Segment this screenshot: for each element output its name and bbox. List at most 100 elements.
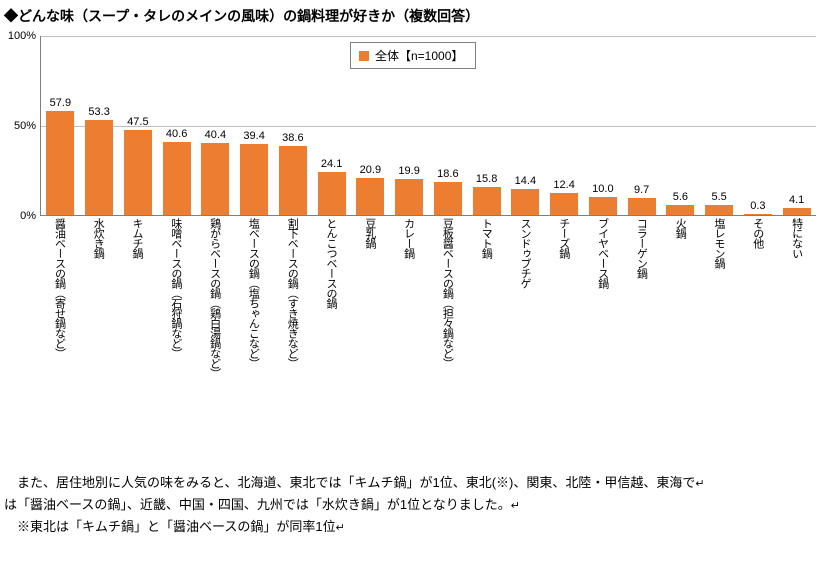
x-label-slot: 火鍋	[661, 218, 700, 378]
legend: 全体【n=1000】	[350, 42, 476, 69]
bar: 15.8	[473, 187, 501, 215]
bar: 5.5	[705, 205, 733, 215]
bar-value-label: 18.6	[437, 168, 458, 182]
bar-value-label: 10.0	[592, 183, 613, 197]
x-label-slot: 味噌ベースの鍋（石狩鍋など）	[156, 218, 195, 378]
bar: 20.9	[356, 178, 384, 215]
bar-slot: 10.0	[584, 36, 623, 215]
y-label-0: 0%	[4, 210, 36, 222]
x-label-slot: チーズ鍋	[544, 218, 583, 378]
bar-value-label: 40.6	[166, 128, 187, 142]
bar-value-label: 39.4	[243, 130, 264, 144]
x-label-slot: 塩ベースの鍋（塩ちゃんこなど）	[234, 218, 273, 378]
bar-value-label: 47.5	[127, 116, 148, 130]
x-label: チーズ鍋	[558, 218, 570, 378]
x-label: 鶏がらベースの鍋（鶏白湯鍋など）	[209, 218, 221, 378]
legend-swatch	[359, 51, 369, 61]
x-label-slot: 割下ベースの鍋（すき焼きなど）	[273, 218, 312, 378]
bar-slot: 5.5	[700, 36, 739, 215]
bar-value-label: 0.3	[750, 200, 765, 214]
bar-value-label: 20.9	[360, 164, 381, 178]
x-label: ブイヤベース鍋	[597, 218, 609, 378]
x-label-slot: その他	[738, 218, 777, 378]
y-label-50: 50%	[4, 120, 36, 132]
bar: 40.4	[201, 143, 229, 215]
bar-value-label: 9.7	[634, 184, 649, 198]
bar-slot: 14.4	[506, 36, 545, 215]
body-line-1: また、居住地別に人気の味をみると、北海道、東北では「キムチ鍋」が1位、東北(※)…	[4, 472, 820, 494]
bar: 0.3	[744, 214, 772, 215]
chart-area: 100% 50% 0% 57.9 53.3 47.5 40.6 40.4 39.4 38.6…	[4, 28, 824, 413]
x-label: その他	[752, 218, 764, 378]
bar-slot: 40.4	[196, 36, 235, 215]
x-label: 特にない	[790, 218, 802, 378]
bar: 12.4	[550, 193, 578, 215]
y-label-100: 100%	[4, 30, 36, 42]
bar-value-label: 19.9	[398, 165, 419, 179]
x-label-slot: ブイヤベース鍋	[583, 218, 622, 378]
bar: 19.9	[395, 179, 423, 215]
chart-title: ◆どんな味（スープ・タレのメインの風味）の鍋料理が好きか（複数回答）	[0, 0, 826, 28]
bar-slot: 4.1	[777, 36, 816, 215]
bar-slot: 12.4	[545, 36, 584, 215]
bar-value-label: 57.9	[50, 97, 71, 111]
bar-slot: 40.6	[157, 36, 196, 215]
bar: 10.0	[589, 197, 617, 215]
x-label: コラーゲン鍋	[635, 218, 647, 378]
x-label: トマト鍋	[480, 218, 492, 378]
bar-value-label: 5.5	[711, 191, 726, 205]
bar-value-label: 12.4	[553, 179, 574, 193]
bar-slot: 38.6	[274, 36, 313, 215]
x-label: 味噌ベースの鍋（石狩鍋など）	[170, 218, 182, 378]
bar: 4.1	[783, 208, 811, 215]
x-labels-container: 醤油ベースの鍋（寄せ鍋など）水炊き鍋 キムチ鍋 味噌ベースの鍋（石狩鍋など） 鶏がらベ…	[40, 218, 816, 378]
bar: 9.7	[628, 198, 656, 215]
x-label-slot: カレー鍋	[389, 218, 428, 378]
bar: 39.4	[240, 144, 268, 215]
x-label-slot: 水炊き鍋	[79, 218, 118, 378]
x-label: とんこつベースの鍋	[325, 218, 337, 378]
bar-slot: 24.1	[312, 36, 351, 215]
x-label: 塩レモン鍋	[713, 218, 725, 378]
bar-value-label: 38.6	[282, 132, 303, 146]
x-label-slot: とんこつベースの鍋	[312, 218, 351, 378]
x-label-slot: 特にない	[777, 218, 816, 378]
x-label: 豆乳鍋	[364, 218, 376, 378]
body-text: また、居住地別に人気の味をみると、北海道、東北では「キムチ鍋」が1位、東北(※)…	[4, 472, 820, 538]
body-line-3: ※東北は「キムチ鍋」と「醤油ベースの鍋」が同率1位↵	[4, 516, 820, 538]
bar-slot: 9.7	[622, 36, 661, 215]
x-label-slot: 塩レモン鍋	[700, 218, 739, 378]
x-label-slot: 豆乳鍋	[350, 218, 389, 378]
bar: 53.3	[85, 120, 113, 215]
bar: 18.6	[434, 182, 462, 215]
x-label: 豆板醤ベースの鍋（担々鍋など）	[441, 218, 453, 378]
bar-slot: 39.4	[235, 36, 274, 215]
body-line-2: は「醤油ベースの鍋」、近畿、中国・四国、九州では「水炊き鍋」が1位となりました。…	[4, 494, 820, 516]
bar: 47.5	[124, 130, 152, 215]
bar-value-label: 40.4	[205, 129, 226, 143]
x-label-slot: キムチ鍋	[118, 218, 157, 378]
x-label: 割下ベースの鍋（すき焼きなど）	[286, 218, 298, 378]
x-label-slot: コラーゲン鍋	[622, 218, 661, 378]
bar-value-label: 4.1	[789, 194, 804, 208]
x-label-slot: 醤油ベースの鍋（寄せ鍋など）	[40, 218, 79, 378]
bar-value-label: 14.4	[515, 175, 536, 189]
bar-slot: 57.9	[41, 36, 80, 215]
x-label-slot: 鶏がらベースの鍋（鶏白湯鍋など）	[195, 218, 234, 378]
legend-label: 全体【n=1000】	[375, 47, 463, 64]
bar-value-label: 24.1	[321, 158, 342, 172]
bar: 14.4	[511, 189, 539, 215]
bar-value-label: 5.6	[673, 191, 688, 205]
x-label: スンドゥブチゲ	[519, 218, 531, 378]
x-label: キムチ鍋	[131, 218, 143, 378]
bar: 57.9	[46, 111, 74, 215]
bar: 38.6	[279, 146, 307, 215]
x-label: 塩ベースの鍋（塩ちゃんこなど）	[247, 218, 259, 378]
bar: 40.6	[163, 142, 191, 215]
bar-value-label: 53.3	[88, 106, 109, 120]
bar: 5.6	[666, 205, 694, 215]
x-label-slot: 豆板醤ベースの鍋（担々鍋など）	[428, 218, 467, 378]
x-label: カレー鍋	[403, 218, 415, 378]
x-label-slot: スンドゥブチゲ	[506, 218, 545, 378]
bar-value-label: 15.8	[476, 173, 497, 187]
